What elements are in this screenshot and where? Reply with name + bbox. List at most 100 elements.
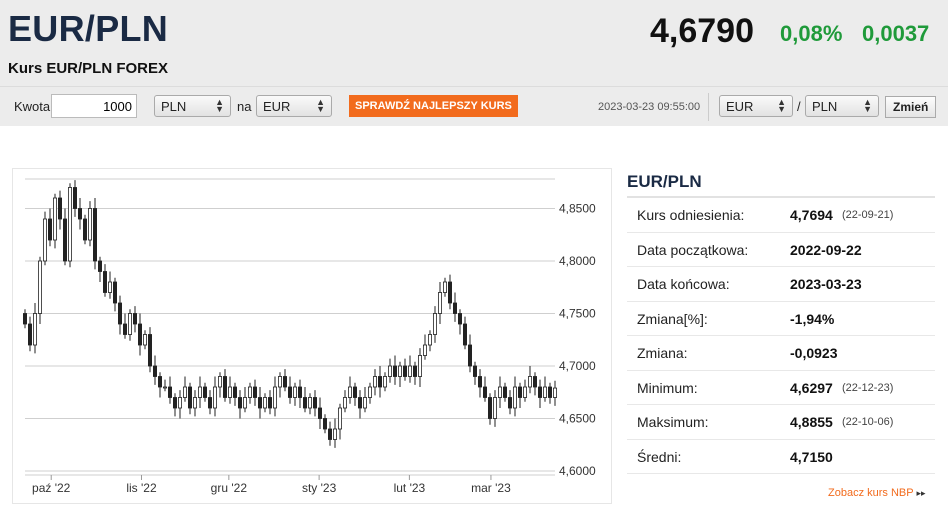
candle-body — [167, 386, 172, 398]
stat-value: -1,94% — [790, 310, 835, 327]
candle-body — [502, 386, 507, 398]
candle-body — [492, 397, 497, 419]
candle-body — [372, 376, 377, 388]
updown-arrows-icon: ▲ ▼ — [215, 97, 224, 114]
candle-body — [482, 386, 487, 398]
candle-body — [187, 386, 192, 409]
candle-body — [287, 386, 292, 398]
candle-body — [277, 376, 282, 388]
candle-body — [442, 281, 447, 293]
candle-body — [272, 386, 277, 409]
amount-label: Kwota — [14, 99, 51, 114]
candle-body — [377, 376, 382, 388]
candle-body — [467, 344, 472, 367]
candle-body — [538, 386, 543, 398]
y-tick-label: 4,6000 — [559, 464, 596, 478]
candle-body — [548, 386, 553, 398]
candle-body — [282, 376, 287, 388]
candle-body — [392, 365, 397, 377]
candle-body — [347, 386, 352, 398]
stat-row: Zmiana[%]: -1,94% — [627, 302, 935, 336]
candle-body — [457, 313, 462, 325]
pair-base-select[interactable]: EUR ▲ ▼ — [719, 95, 793, 117]
candle-body — [108, 281, 113, 293]
candle-body — [118, 302, 123, 325]
candle-body — [78, 208, 83, 220]
stats-title: EUR/PLN — [627, 168, 935, 198]
stat-date: (22-09-21) — [842, 209, 894, 221]
quote-timestamp: 2023-03-23 09:55:00 — [598, 101, 701, 113]
candle-body — [267, 397, 272, 409]
stat-value: 4,8855 — [790, 414, 833, 430]
from-currency-select[interactable]: PLN ▲ ▼ — [154, 95, 231, 117]
y-tick-label: 4,7500 — [559, 307, 596, 321]
stat-label: Zmiana: — [637, 345, 688, 361]
x-tick-label: lis '22 — [126, 481, 157, 495]
change-absolute: 0,0037 — [862, 21, 930, 46]
candle-body — [48, 218, 53, 241]
candle-body — [297, 386, 302, 398]
candle-body — [83, 218, 88, 241]
candle-body — [37, 260, 42, 314]
candle-body — [152, 365, 157, 377]
candle-body — [147, 334, 152, 367]
quote-header: EUR/PLN Kurs EUR/PLN FOREX 4,6790 0,08% … — [0, 0, 948, 86]
candle-body — [327, 428, 332, 440]
candle-body — [42, 218, 47, 262]
candle-body — [138, 323, 143, 346]
candle-body — [517, 386, 522, 398]
candle-body — [292, 386, 297, 398]
amount-input[interactable] — [51, 94, 137, 118]
to-currency-select[interactable]: EUR ▲ ▼ — [256, 95, 332, 117]
change-pair-button[interactable]: Zmień — [885, 96, 937, 118]
double-arrow-right-icon: ▸▸ — [916, 488, 926, 498]
candle-body — [362, 397, 367, 409]
stat-row: Data początkowa: 2022-09-22 — [627, 233, 935, 267]
nbp-rate-link[interactable]: Zobacz kurs NBP ▸▸ — [828, 487, 926, 499]
stat-row: Średni: 4,7150 — [627, 440, 935, 474]
x-tick-label: paź '22 — [32, 481, 71, 495]
candle-body — [68, 187, 73, 262]
stat-value: 4,6297 — [790, 379, 833, 396]
candle-body — [432, 313, 437, 335]
stat-row: Kurs odniesienia: 4,7694 (22-09-21) — [627, 198, 935, 233]
candle-body — [257, 397, 262, 409]
stat-date: (22-10-06) — [842, 416, 894, 428]
candle-body — [397, 365, 402, 377]
stat-label: Zmiana[%]: — [637, 310, 708, 327]
x-tick-label: lut '23 — [394, 481, 426, 495]
stat-value: 2023-03-23 — [790, 276, 862, 292]
pair-quote-value: PLN — [812, 99, 838, 114]
candle-body — [227, 386, 232, 398]
candle-body — [427, 334, 432, 346]
candle-body — [98, 260, 103, 272]
candle-body — [53, 197, 58, 241]
candle-body — [307, 397, 312, 409]
candle-body — [128, 313, 133, 335]
candle-body — [133, 313, 138, 325]
stat-label: Data początkowa: — [637, 241, 749, 258]
y-tick-label: 4,6500 — [559, 412, 596, 426]
stat-label: Kurs odniesienia: — [637, 207, 745, 223]
candle-body — [553, 387, 558, 398]
candle-body — [382, 376, 387, 388]
toolbar-divider — [708, 93, 709, 121]
best-rate-button[interactable]: SPRAWDŹ NAJLEPSZY KURS — [349, 95, 518, 117]
rate-chart: 4,8500 4,8000 4,7500 4,7000 4,6500 4,6000 paź … — [12, 168, 612, 504]
y-tick-label: 4,8000 — [559, 254, 596, 268]
candle-body — [182, 386, 187, 398]
candle-body — [142, 334, 147, 346]
candle-body — [522, 386, 527, 398]
candle-body — [197, 386, 202, 398]
candle-body — [417, 355, 422, 377]
candle-body — [352, 386, 357, 398]
stat-row: Minimum: 4,6297 (22-12-23) — [627, 371, 935, 405]
candle-body — [477, 376, 482, 388]
candle-body — [157, 376, 162, 388]
candle-body — [88, 208, 93, 241]
candle-body — [357, 397, 362, 409]
stat-row: Data końcowa: 2023-03-23 — [627, 267, 935, 302]
chart-canvas: 4,8500 4,8000 4,7500 4,7000 4,6500 4,6000 paź … — [22, 178, 596, 495]
pair-quote-select[interactable]: PLN ▲ ▼ — [805, 95, 879, 117]
nbp-link-label: Zobacz kurs NBP — [828, 487, 914, 499]
